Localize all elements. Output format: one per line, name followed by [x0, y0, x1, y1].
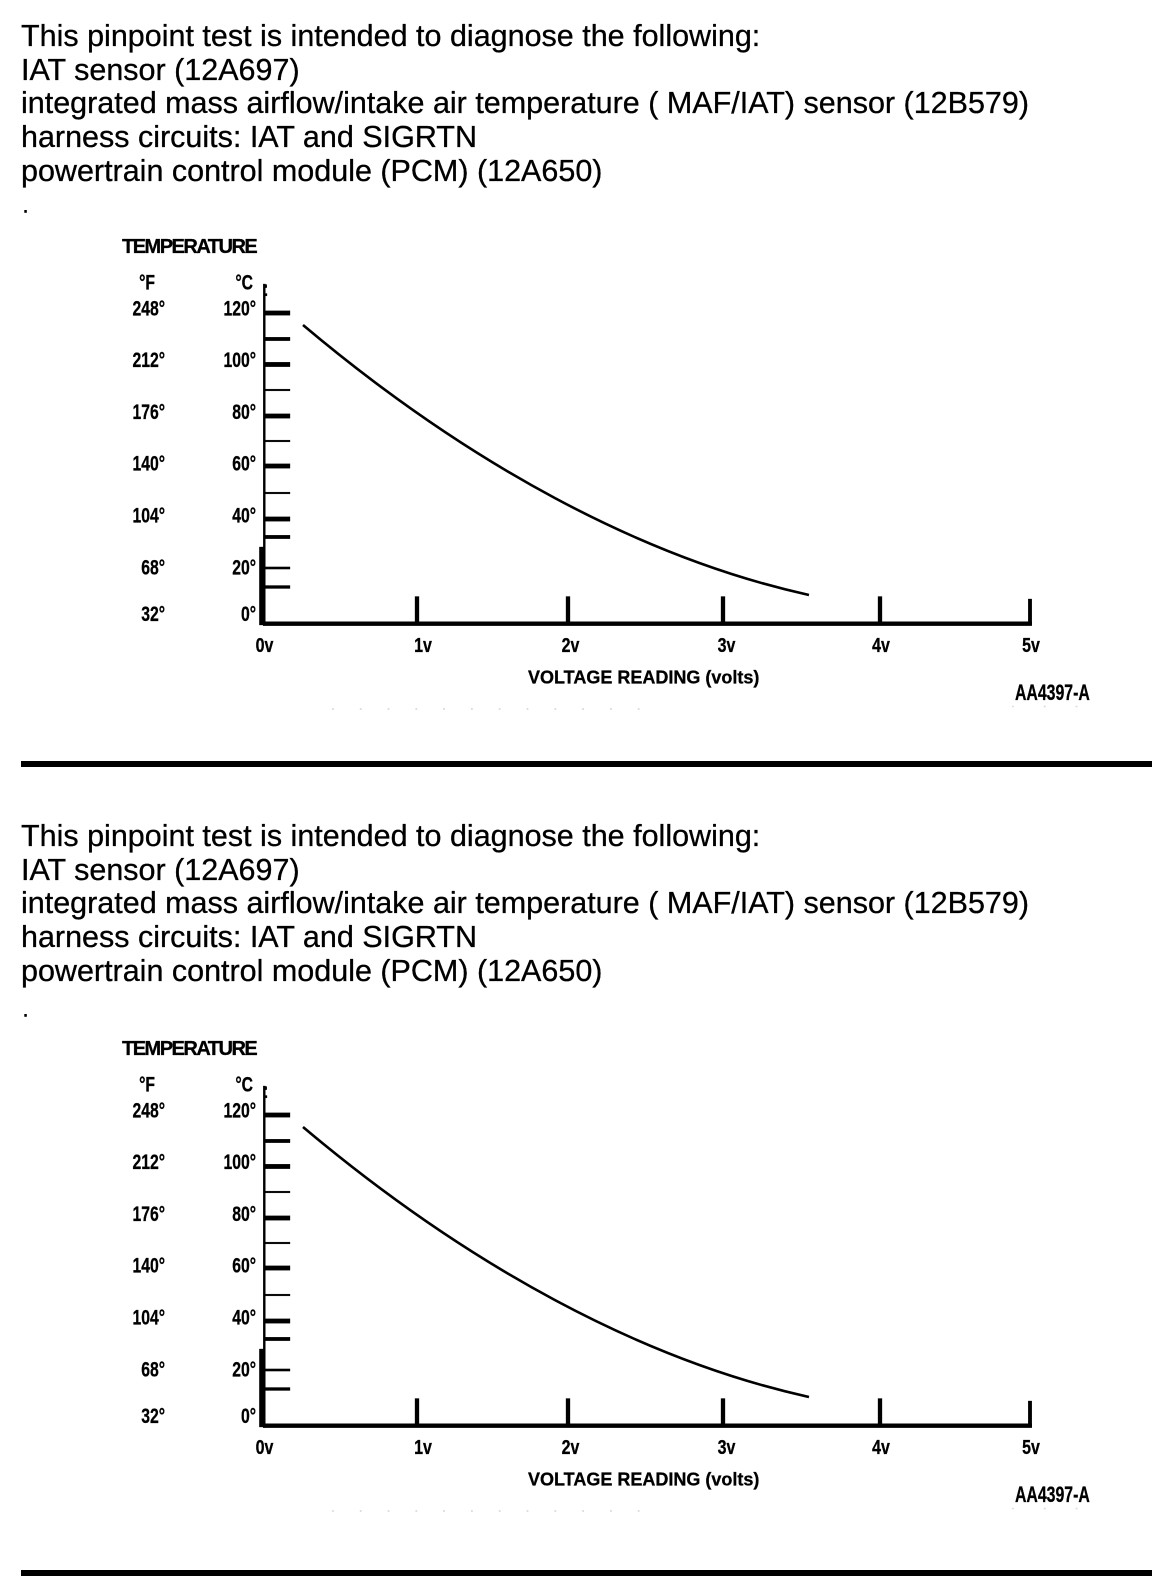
svg-text:0v: 0v — [256, 633, 274, 656]
svg-text:68°: 68° — [141, 555, 165, 579]
svg-text:120°: 120° — [223, 296, 256, 320]
svg-text:1v: 1v — [414, 633, 432, 656]
svg-text:VOLTAGE READING (volts): VOLTAGE READING (volts) — [528, 668, 759, 688]
svg-text:248°: 248° — [132, 296, 165, 320]
svg-text:212°: 212° — [132, 348, 165, 372]
svg-text:100°: 100° — [223, 348, 256, 372]
svg-text:80°: 80° — [232, 400, 256, 424]
svg-text:TEMPERATURE: TEMPERATURE — [122, 236, 257, 258]
svg-text:3v: 3v — [718, 633, 736, 656]
svg-text:°F: °F — [139, 270, 155, 294]
svg-text:AA4397-A: AA4397-A — [1015, 682, 1090, 706]
svg-text:140°: 140° — [132, 451, 165, 475]
svg-text:2v: 2v — [562, 633, 580, 656]
svg-text:°C: °C — [235, 270, 253, 294]
svg-text:40°: 40° — [232, 503, 256, 527]
svg-text:104°: 104° — [132, 503, 165, 527]
svg-text:60°: 60° — [232, 451, 256, 475]
svg-text:0°: 0° — [241, 602, 256, 626]
svg-text:4v: 4v — [872, 633, 890, 656]
svg-text:20°: 20° — [232, 555, 256, 579]
svg-text:32°: 32° — [141, 602, 165, 626]
svg-text:5v: 5v — [1022, 633, 1040, 656]
svg-text:176°: 176° — [132, 400, 165, 424]
